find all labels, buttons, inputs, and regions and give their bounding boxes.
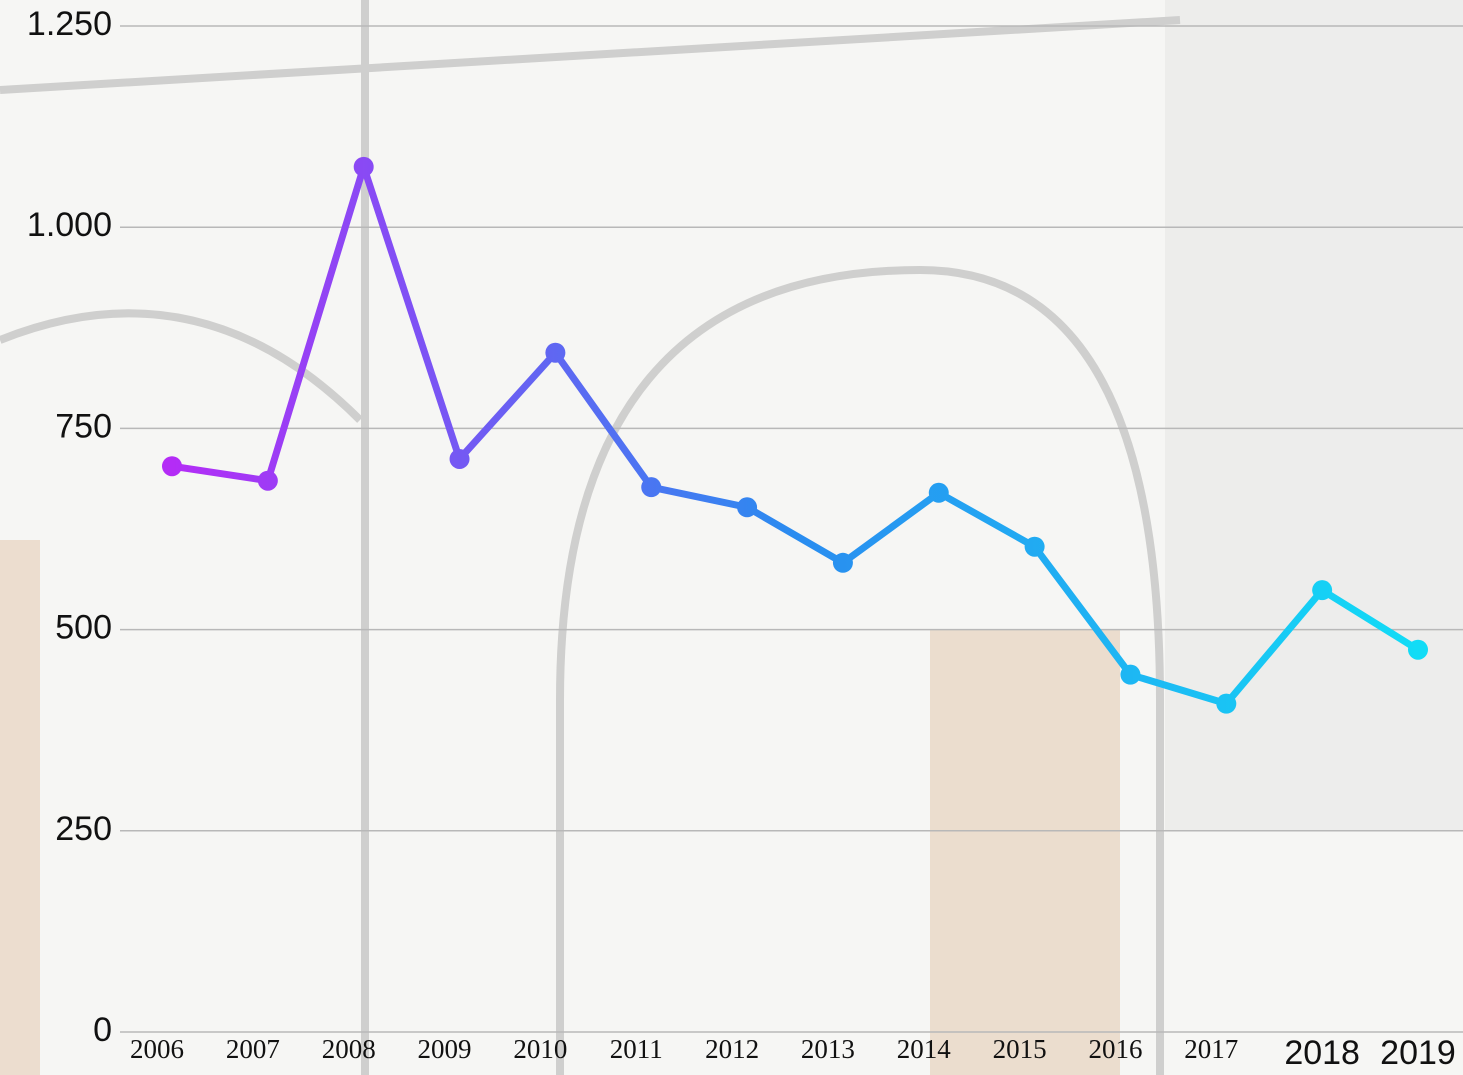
x-tick-label: 2016 [1088, 1034, 1142, 1064]
point [1408, 639, 1428, 660]
point [832, 552, 853, 573]
point [545, 342, 566, 363]
point [353, 156, 374, 177]
x-tick-label: 2019 [1380, 1034, 1456, 1072]
point [1120, 664, 1141, 685]
point [257, 470, 278, 491]
x-tick-label: 2011 [610, 1034, 663, 1064]
point [162, 456, 182, 477]
x-tick-label: 2007 [226, 1034, 280, 1064]
y-tick-label: 750 [55, 407, 112, 445]
point [1024, 536, 1045, 557]
y-tick-label: 0 [93, 1011, 112, 1049]
y-tick-label: 500 [55, 609, 112, 647]
x-tick-label: 2018 [1284, 1034, 1360, 1072]
y-tick-label: 1.250 [27, 5, 112, 43]
x-tick-label: 2008 [322, 1034, 376, 1064]
x-tick-label: 2015 [993, 1034, 1047, 1064]
y-tick-label: 1.000 [27, 206, 112, 244]
x-tick-label: 2010 [513, 1034, 567, 1064]
x-tick-label: 2009 [418, 1034, 472, 1064]
point [641, 477, 662, 498]
x-tick-label: 2006 [130, 1034, 184, 1064]
y-tick-label: 250 [55, 810, 112, 848]
point [928, 482, 949, 503]
point [1312, 580, 1333, 601]
x-tick-label: 2014 [897, 1034, 952, 1064]
line [171, 163, 1420, 708]
x-tick-label: 2012 [705, 1034, 759, 1064]
x-tick-label: 2013 [801, 1034, 855, 1064]
point [1216, 693, 1237, 714]
point [449, 448, 470, 469]
x-tick-label: 2017 [1184, 1034, 1238, 1064]
point [737, 497, 758, 518]
